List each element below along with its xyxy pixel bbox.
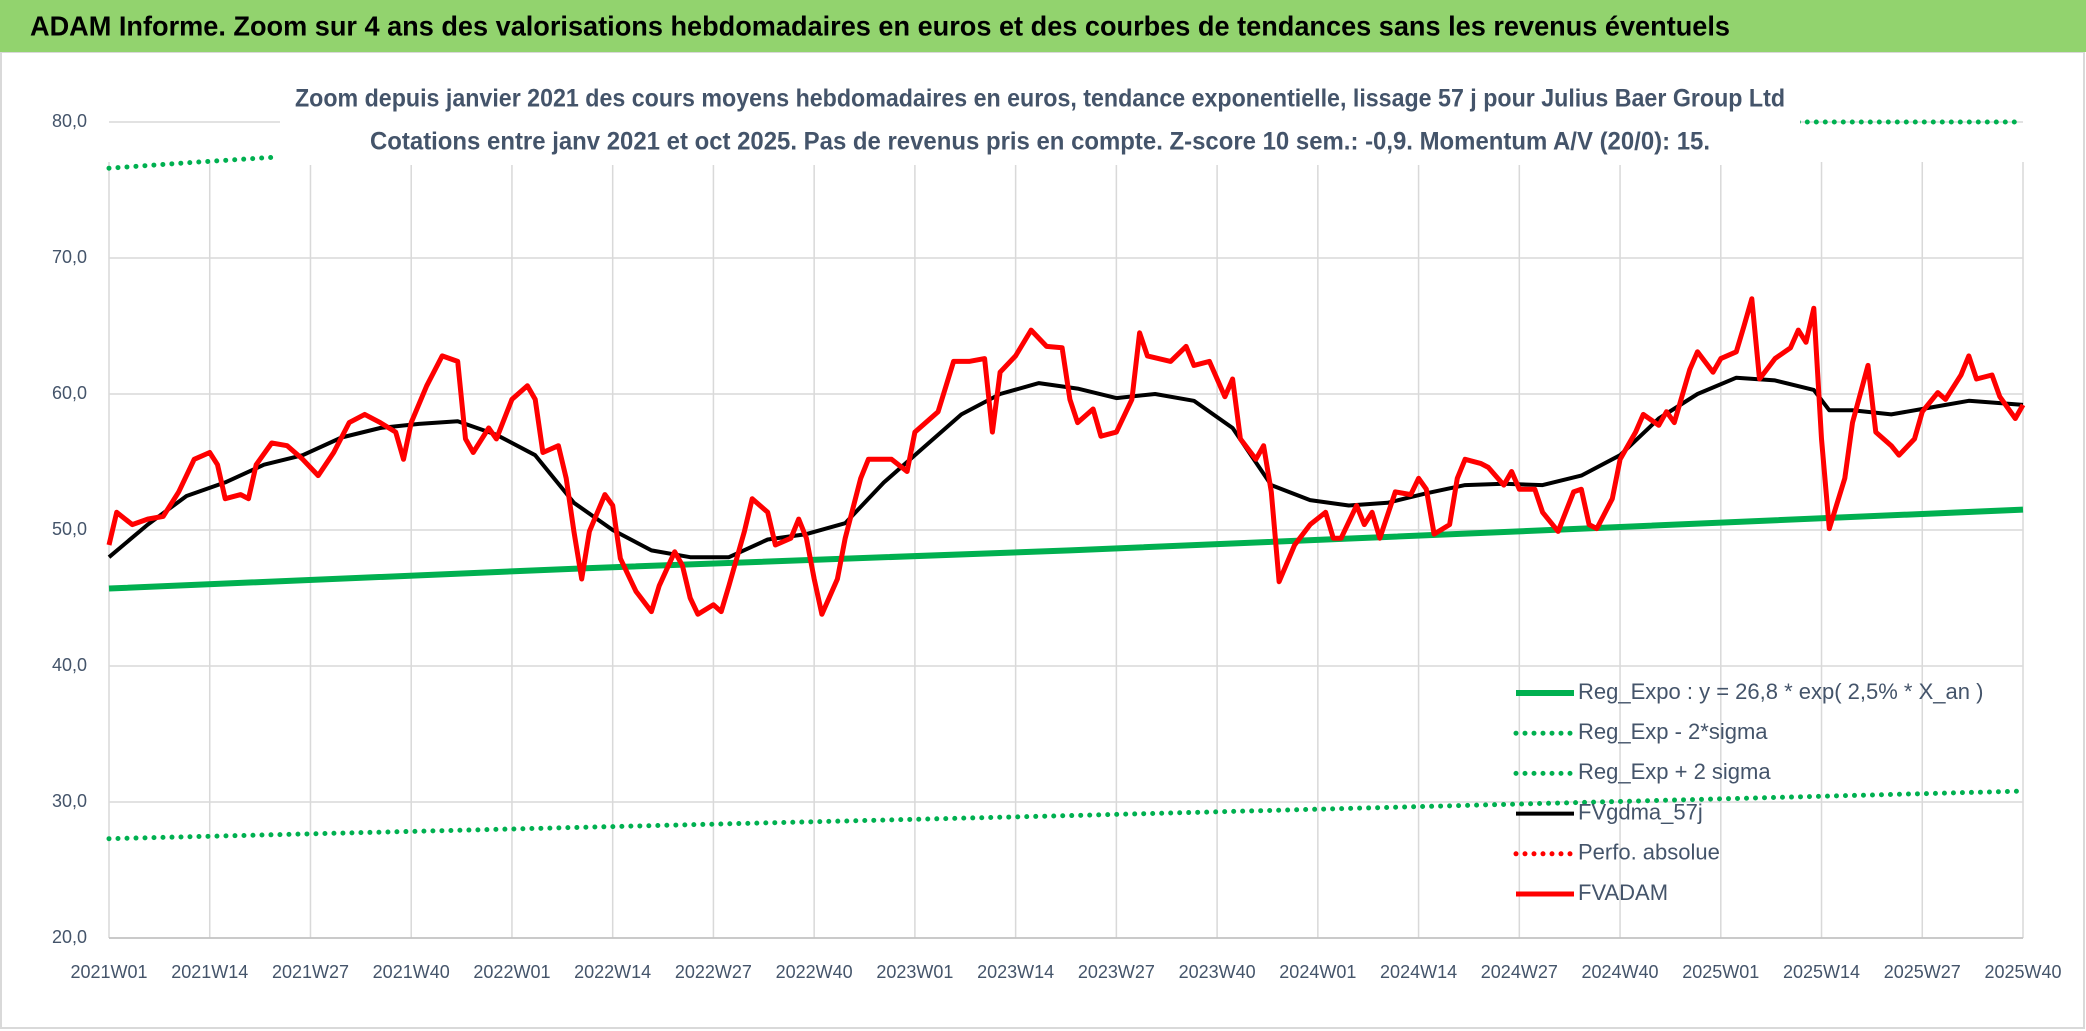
x-tick-label: 2022W40: [776, 962, 853, 982]
x-tick-label: 2025W14: [1783, 962, 1860, 982]
x-tick-label: 2023W14: [977, 962, 1054, 982]
subtitle-background: [280, 80, 1800, 165]
legend-label: FVADAM: [1578, 880, 1668, 905]
x-tick-label: 2023W01: [876, 962, 953, 982]
plot-lines: [106, 119, 2026, 842]
x-tick-label: 2025W01: [1682, 962, 1759, 982]
y-tick-label: 50,0: [52, 519, 87, 539]
chart-subtitle: Zoom depuis janvier 2021 des cours moyen…: [295, 85, 1785, 113]
legend-label: Reg_Expo : y = 26,8 * exp( 2,5% * X_an ): [1578, 679, 1983, 704]
legend-label: Reg_Exp - 2*sigma: [1578, 719, 1768, 744]
legend-label: Perfo. absolue: [1578, 840, 1720, 865]
x-tick-label: 2024W27: [1481, 962, 1558, 982]
chart-subtitle: Cotations entre janv 2021 et oct 2025. P…: [370, 128, 1710, 156]
y-tick-label: 40,0: [52, 655, 87, 675]
x-tick-label: 2025W40: [1984, 962, 2061, 982]
x-tick-label: 2021W14: [171, 962, 248, 982]
x-tick-label: 2022W01: [473, 962, 550, 982]
series-line: [106, 296, 2026, 617]
x-tick-label: 2021W27: [272, 962, 349, 982]
legend: Reg_Expo : y = 26,8 * exp( 2,5% * X_an )…: [1513, 679, 1983, 905]
x-tick-label: 2022W14: [574, 962, 651, 982]
x-tick-label: 2021W40: [373, 962, 450, 982]
series-line: [106, 788, 2026, 842]
x-tick-label: 2025W27: [1884, 962, 1961, 982]
header-bar: [0, 0, 2086, 52]
x-tick-label: 2023W40: [1179, 962, 1256, 982]
x-tick-label: 2022W27: [675, 962, 752, 982]
y-tick-label: 80,0: [52, 111, 87, 131]
series-line: [106, 119, 2026, 171]
y-tick-label: 20,0: [52, 927, 87, 947]
chart-title: ADAM Informe. Zoom sur 4 ans des valoris…: [30, 10, 1730, 41]
y-tick-label: 30,0: [52, 791, 87, 811]
x-tick-label: 2023W27: [1078, 962, 1155, 982]
legend-label: Reg_Exp + 2 sigma: [1578, 759, 1771, 784]
x-tick-label: 2024W14: [1380, 962, 1457, 982]
series-line: [107, 375, 2024, 560]
x-tick-label: 2021W01: [70, 962, 147, 982]
y-tick-label: 70,0: [52, 247, 87, 267]
legend-label: FVgdma_57j: [1578, 799, 1703, 824]
x-tick-label: 2024W40: [1582, 962, 1659, 982]
y-tick-label: 60,0: [52, 383, 87, 403]
series-line: [108, 506, 2024, 592]
x-tick-label: 2024W01: [1279, 962, 1356, 982]
